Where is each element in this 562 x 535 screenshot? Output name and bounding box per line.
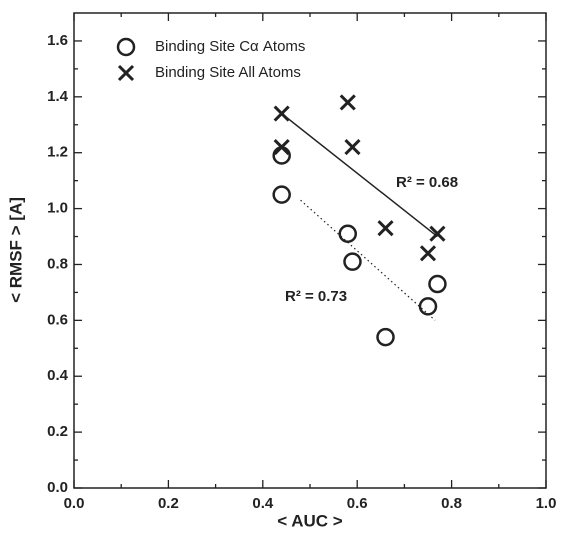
point (273, 139, 290, 156)
y-tick-label: 0.0 (47, 479, 68, 496)
point (377, 220, 394, 237)
point (418, 297, 438, 316)
legend-marker (116, 37, 136, 57)
x-tick-label: 0.2 (158, 495, 179, 512)
point (344, 139, 361, 156)
y-tick-label: 0.4 (47, 367, 69, 384)
y-tick-label: 1.2 (47, 144, 68, 161)
legend-marker (117, 64, 135, 82)
point (273, 105, 290, 122)
x-tick-label: 0.4 (252, 495, 274, 512)
x-tick-label: 0.8 (441, 495, 462, 512)
legend-label: Binding Site Cα Atoms (155, 38, 305, 55)
point (339, 94, 356, 111)
x-tick-label: 0.0 (64, 495, 85, 512)
point (428, 274, 447, 294)
point (376, 327, 395, 347)
plot-frame (73, 12, 547, 489)
x-tick-label: 1.0 (536, 495, 557, 512)
y-tick-label: 1.0 (47, 200, 68, 217)
point (419, 245, 437, 262)
point (343, 252, 362, 271)
fit-annotation: R² = 0.68 (396, 174, 458, 191)
y-axis-label: < RMSF > [A] (6, 197, 25, 303)
fit-line (300, 199, 436, 321)
y-tick-label: 1.6 (47, 32, 68, 49)
point (338, 224, 358, 243)
fit-line (281, 112, 438, 238)
point (272, 146, 291, 165)
point (272, 185, 291, 204)
x-axis-label: < AUC > (277, 511, 343, 530)
y-tick-label: 1.4 (47, 88, 69, 105)
fit-annotation: R² = 0.73 (285, 288, 347, 305)
x-tick-label: 0.6 (347, 495, 368, 512)
point (429, 225, 446, 242)
y-tick-label: 0.2 (47, 423, 68, 440)
y-tick-label: 0.8 (47, 255, 68, 272)
legend-label: Binding Site All Atoms (155, 64, 301, 81)
y-tick-label: 0.6 (47, 311, 68, 328)
